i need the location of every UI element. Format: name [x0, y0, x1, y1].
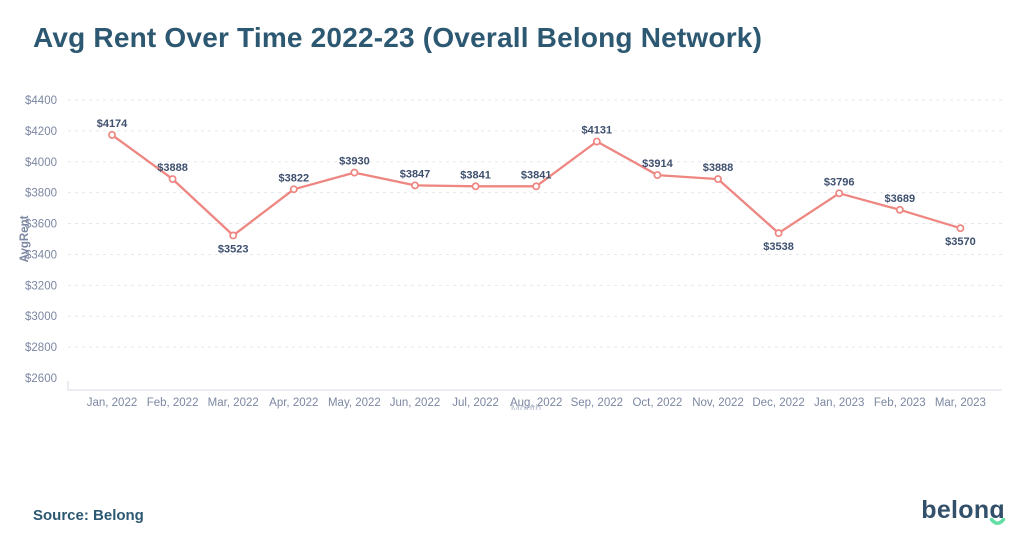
y-tick-label: $4000: [25, 157, 57, 169]
logo-smile-icon: [989, 518, 1006, 526]
chart-title: Avg Rent Over Time 2022-23 (Overall Belo…: [33, 22, 763, 53]
x-tick-label: Mar, 2023: [935, 397, 986, 409]
data-point: [411, 181, 419, 190]
source-label: Source: Belong: [33, 507, 144, 524]
data-point-label: $3930: [339, 156, 370, 168]
data-point: [350, 168, 359, 177]
x-tick-label: Jul, 2022: [452, 397, 499, 409]
data-point: [471, 182, 480, 191]
data-point: [774, 229, 783, 238]
x-tick-label: Jan, 2023: [814, 397, 865, 409]
y-tick-label: $3800: [25, 188, 57, 200]
data-point-label: $3570: [945, 236, 976, 248]
x-tick-label: Mar, 2022: [208, 397, 259, 409]
x-tick-label: Jan, 2022: [87, 397, 138, 409]
x-tick-label: Apr, 2022: [269, 397, 318, 409]
x-tick-label: Feb, 2023: [874, 397, 926, 409]
x-tick-label: Oct, 2022: [632, 397, 682, 409]
data-point-label: $3523: [218, 243, 249, 255]
data-point-label: $3822: [279, 172, 310, 184]
x-tick-label: Nov, 2022: [692, 397, 744, 409]
data-point-label: $3888: [157, 162, 188, 174]
data-point: [592, 137, 601, 146]
x-axis-title-clipped: Month: [510, 404, 542, 410]
x-tick-label: Jun, 2022: [390, 397, 441, 409]
data-point-label: $3796: [824, 176, 855, 188]
y-axis-title: AvgRent: [19, 215, 31, 262]
data-point-label: $3841: [521, 169, 552, 181]
data-point-label: $3914: [642, 158, 673, 170]
y-tick-label: $4200: [25, 126, 57, 138]
data-point-label: $3689: [885, 193, 916, 205]
x-tick-label: Sep, 2022: [571, 397, 623, 409]
data-point: [835, 189, 844, 198]
data-point: [168, 175, 177, 184]
data-point-label: $3847: [400, 168, 431, 180]
data-point: [895, 205, 904, 214]
data-point: [289, 185, 298, 194]
y-tick-label: $4400: [25, 95, 57, 107]
data-point: [714, 175, 722, 184]
data-point-label: $4131: [582, 125, 613, 137]
y-tick-label: $3200: [25, 280, 57, 292]
y-tick-label: $3000: [25, 311, 57, 323]
x-tick-label: Feb, 2022: [147, 397, 199, 409]
x-tick-label: Aug, 2022: [510, 397, 562, 409]
data-point: [532, 182, 541, 191]
data-point-label: $4174: [97, 118, 128, 130]
x-axis-line: [67, 381, 1002, 391]
data-point: [108, 130, 116, 139]
y-tick-label: $3600: [25, 219, 57, 231]
x-tick-label: May, 2022: [328, 397, 381, 409]
data-point-label: $3888: [703, 162, 734, 174]
x-tick-label: Dec, 2022: [752, 397, 804, 409]
belong-logo: belong: [921, 498, 1006, 532]
y-tick-label: $3400: [25, 249, 57, 261]
y-tick-label: $2800: [25, 342, 57, 354]
data-point: [229, 231, 238, 240]
data-point-label: $3841: [460, 169, 491, 181]
data-point-label: $3538: [763, 241, 794, 253]
data-point: [956, 224, 965, 233]
data-point: [653, 171, 662, 180]
belong-logo-text: belong: [921, 498, 1005, 518]
y-tick-label: $2600: [25, 373, 57, 385]
